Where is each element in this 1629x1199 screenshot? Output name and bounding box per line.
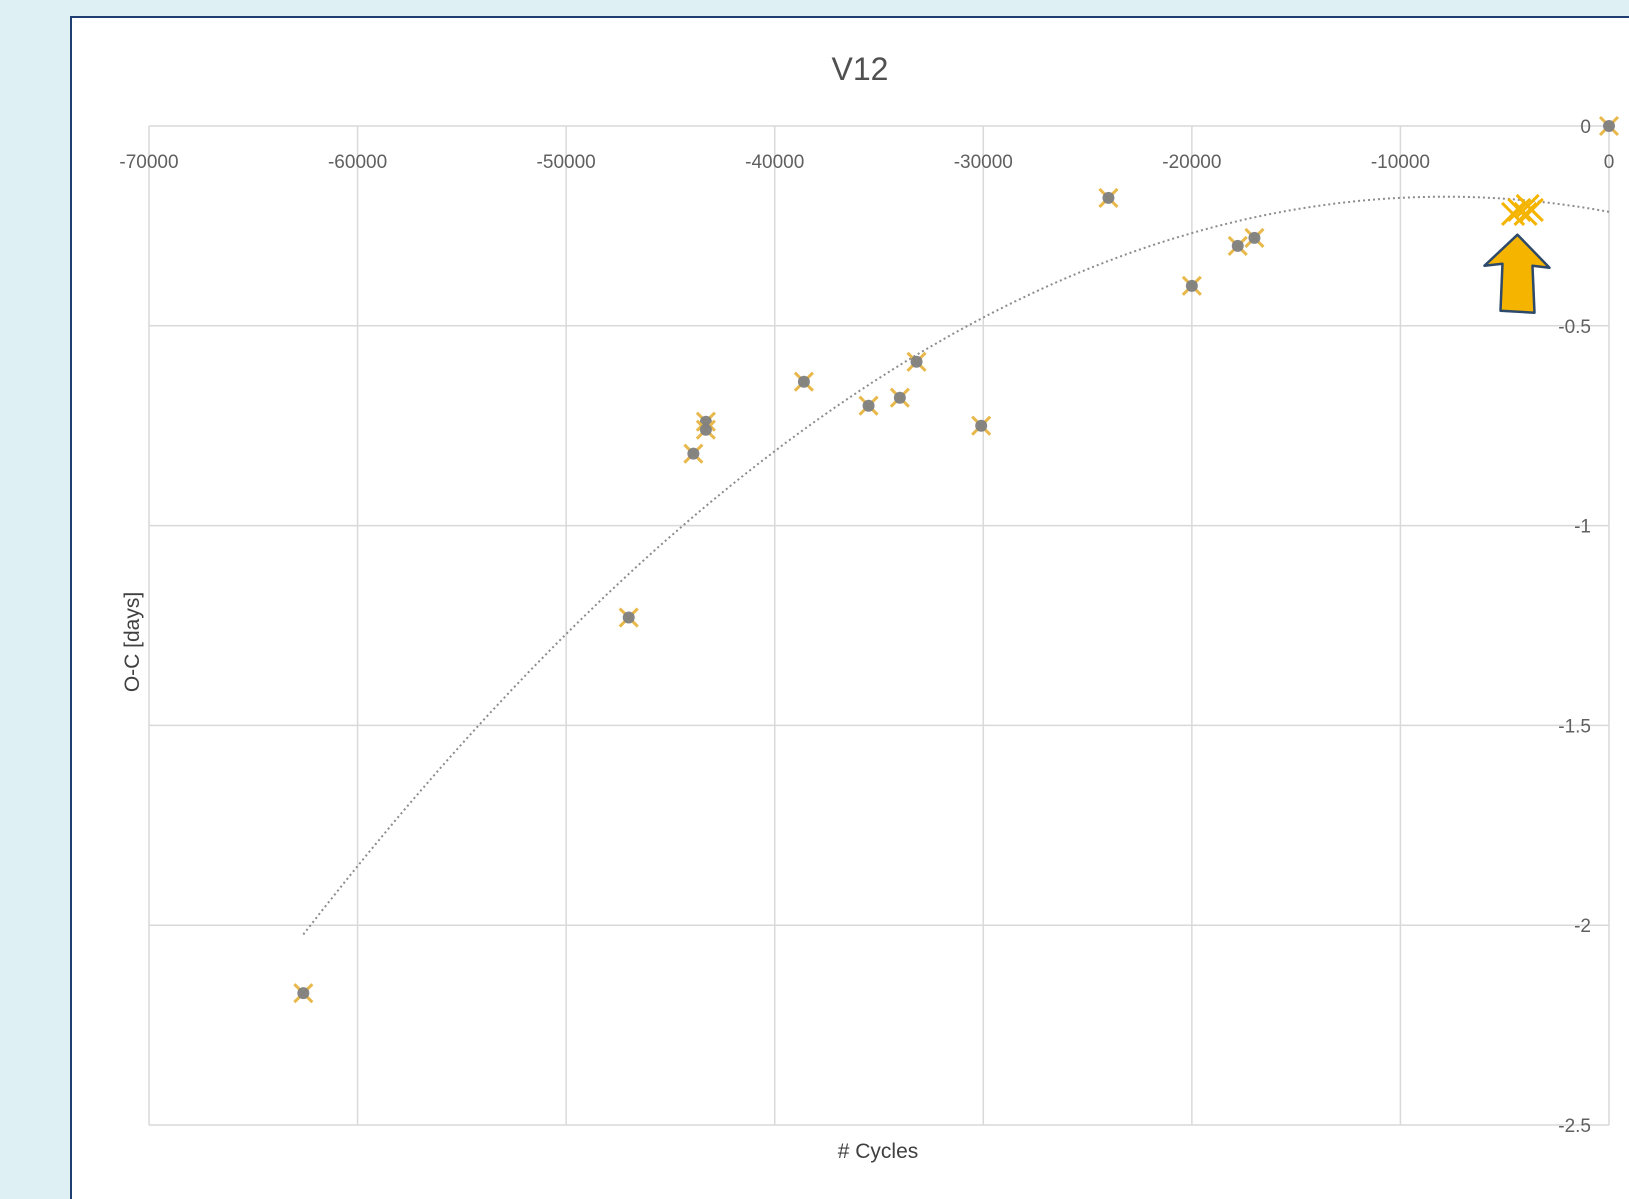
grid xyxy=(148,125,1610,1126)
y-tick-label: -1 xyxy=(1574,517,1591,538)
point-marker xyxy=(687,447,700,460)
data-point xyxy=(1098,187,1119,208)
annotation-arrow xyxy=(1483,233,1551,314)
point-marker xyxy=(699,423,712,436)
data-point xyxy=(889,387,910,408)
point-marker xyxy=(910,355,923,368)
point-marker xyxy=(862,399,875,412)
point-marker xyxy=(797,375,810,388)
y-tick-label: -2.5 xyxy=(1558,1116,1591,1137)
x-tick-label: -60000 xyxy=(328,152,387,173)
data-point xyxy=(1519,197,1544,222)
data-point xyxy=(971,415,992,436)
chart-title: V12 xyxy=(832,51,889,87)
y-tick-label: 0 xyxy=(1580,117,1591,138)
data-point xyxy=(618,607,639,628)
data-point xyxy=(1227,235,1248,256)
x-axis-title: # Cycles xyxy=(838,1140,919,1163)
point-marker xyxy=(297,987,310,1000)
point-x-stroke xyxy=(1500,201,1526,226)
data-point xyxy=(1507,197,1532,222)
point-marker xyxy=(893,391,906,404)
data-point xyxy=(858,395,879,416)
chart-panel xyxy=(70,16,1629,1199)
point-x-stroke xyxy=(1513,201,1538,226)
arrow-shape xyxy=(1483,233,1551,314)
data-point xyxy=(1513,201,1538,226)
point-marker xyxy=(975,419,988,432)
data-point xyxy=(683,443,704,464)
data-point xyxy=(293,983,314,1004)
point-marker xyxy=(1185,279,1198,292)
data-point xyxy=(695,419,716,440)
x-tick-label: -40000 xyxy=(745,152,804,173)
data-point xyxy=(793,371,814,392)
point-marker xyxy=(1231,239,1244,252)
data-point xyxy=(1598,115,1620,137)
points-group xyxy=(293,115,1620,1004)
point-marker xyxy=(1102,191,1115,204)
data-point xyxy=(1500,201,1526,226)
ticks-group: -70000 -60000 -50000 -40000 -30000 -20000 -100… xyxy=(119,117,1614,1137)
point-x-stroke xyxy=(1507,197,1532,222)
point-marker xyxy=(1248,231,1261,244)
trendline xyxy=(302,195,1610,936)
x-tick-label: 0 xyxy=(1604,152,1615,173)
y-tick-label: -2 xyxy=(1574,916,1591,937)
data-point xyxy=(1244,227,1265,248)
x-tick-label: -70000 xyxy=(119,152,178,173)
y-tick-label: -0.5 xyxy=(1558,317,1591,338)
x-tick-label: -50000 xyxy=(537,152,596,173)
y-tick-label: -1.5 xyxy=(1558,716,1591,737)
y-axis-title: O-C [days] xyxy=(121,592,144,692)
x-tick-label: -10000 xyxy=(1371,152,1430,173)
data-point xyxy=(1181,275,1202,296)
data-point xyxy=(906,351,927,372)
point-x-stroke xyxy=(1519,197,1544,222)
trendline-group xyxy=(302,195,1610,936)
point-marker xyxy=(622,611,635,624)
point-marker xyxy=(1603,120,1615,132)
x-tick-label: -30000 xyxy=(954,152,1013,173)
x-tick-label: -20000 xyxy=(1162,152,1221,173)
